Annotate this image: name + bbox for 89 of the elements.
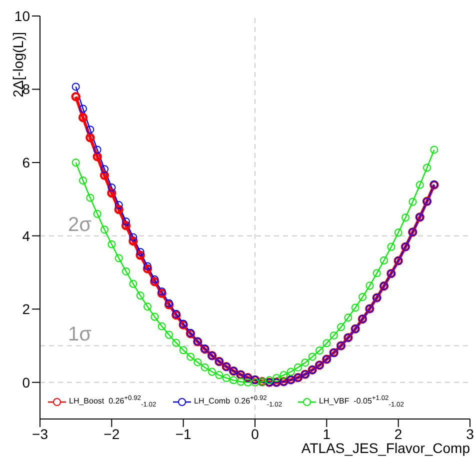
point — [402, 214, 410, 222]
ref-line-label: 2σ — [68, 214, 92, 236]
point — [416, 180, 424, 189]
point — [236, 378, 245, 386]
point — [150, 277, 160, 286]
point — [423, 164, 431, 172]
y-tick-label: 0 — [22, 374, 30, 390]
point — [93, 146, 102, 154]
point — [337, 323, 345, 332]
point — [86, 194, 94, 202]
point — [142, 264, 152, 274]
point — [272, 374, 280, 382]
point — [100, 170, 110, 180]
point — [244, 378, 252, 386]
point — [128, 236, 138, 246]
point — [71, 92, 80, 102]
point — [222, 374, 230, 382]
point — [358, 293, 366, 301]
point — [200, 363, 209, 372]
point — [79, 104, 87, 113]
point — [351, 304, 360, 312]
point — [230, 376, 238, 384]
x-tick-label: −2 — [104, 426, 120, 442]
point — [114, 201, 123, 210]
point — [322, 339, 331, 348]
point — [430, 146, 438, 154]
point — [208, 368, 216, 376]
point — [165, 330, 173, 339]
point — [136, 248, 144, 256]
y-tick-label: 4 — [22, 228, 30, 244]
point — [308, 352, 316, 361]
point — [92, 152, 102, 162]
point — [344, 314, 352, 322]
x-tick-label: −3 — [32, 426, 48, 442]
point — [172, 338, 180, 347]
point — [251, 378, 259, 386]
point — [129, 280, 138, 288]
point — [107, 188, 116, 198]
point — [330, 331, 338, 340]
point — [380, 256, 388, 264]
point — [408, 198, 417, 206]
y-tick-label: 2 — [22, 301, 30, 318]
point — [86, 126, 94, 134]
point — [372, 269, 381, 278]
point — [301, 358, 310, 367]
point — [136, 250, 145, 260]
point — [394, 228, 402, 237]
point — [114, 204, 124, 214]
point — [294, 363, 302, 372]
point — [158, 322, 166, 330]
point — [387, 242, 396, 251]
point — [100, 226, 108, 234]
point — [186, 352, 194, 361]
point — [129, 233, 138, 242]
point — [316, 346, 324, 354]
point — [122, 218, 130, 226]
x-tick-label: 0 — [251, 426, 260, 442]
point — [150, 312, 159, 321]
x-tick-label: 3 — [466, 426, 474, 442]
point — [121, 220, 131, 230]
point — [72, 158, 80, 167]
x-tick-label: 2 — [394, 426, 402, 442]
x-axis-title: ATLAS_JES_Flavor_Comp — [301, 440, 470, 456]
point — [79, 176, 87, 184]
point — [179, 346, 188, 354]
point — [194, 358, 202, 366]
point — [122, 267, 130, 276]
point — [144, 302, 152, 311]
point — [72, 82, 80, 91]
x-tick-label: 1 — [322, 426, 331, 442]
ref-line-label: 1σ — [68, 324, 92, 346]
point — [150, 275, 159, 284]
y-tick-label: 10 — [14, 8, 30, 24]
point — [215, 371, 224, 380]
point — [86, 133, 95, 142]
x-tick-label: −1 — [175, 426, 192, 442]
point — [108, 240, 116, 248]
point — [100, 165, 108, 174]
point — [136, 292, 144, 300]
point — [93, 210, 102, 218]
point — [157, 288, 166, 298]
point — [78, 112, 88, 122]
point — [144, 262, 152, 270]
point — [286, 368, 295, 376]
point — [114, 254, 123, 262]
point — [366, 282, 374, 290]
point — [280, 371, 288, 380]
y-tick-label: 6 — [22, 154, 30, 171]
point — [108, 183, 116, 192]
